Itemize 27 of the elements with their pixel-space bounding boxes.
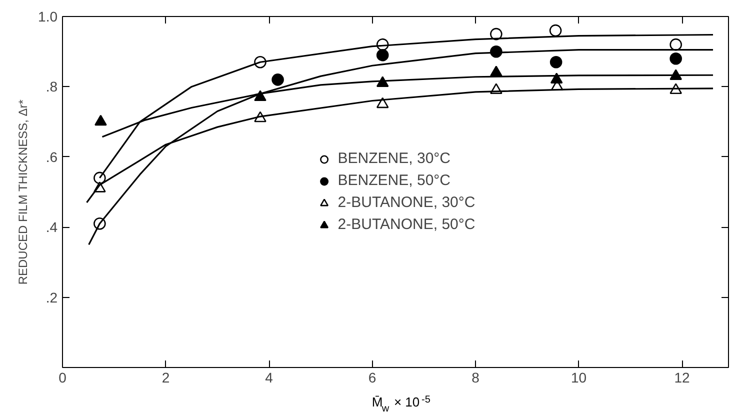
point [550, 72, 563, 84]
point [670, 38, 682, 51]
legend-label: BENZENE, 30°C [338, 150, 450, 167]
point [272, 74, 284, 86]
x-tick-label: 2 [162, 370, 170, 386]
point [94, 114, 107, 126]
y-tick-label: .8 [46, 78, 58, 95]
x-tick-label: 4 [265, 370, 274, 386]
legend-label: BENZENE, 50°C [338, 172, 450, 189]
legend-label: 2-BUTANONE, 30°C [338, 194, 476, 211]
x-tick-label: 12 [674, 370, 690, 386]
legend-label: 2-BUTANONE, 50°C [338, 216, 476, 233]
x-tick-label: 10 [570, 370, 587, 386]
y-tick-label: .4 [46, 219, 58, 236]
y-axis-title: REDUCED FILM THICKNESS, Δr* [16, 99, 30, 285]
x-tick-label: 6 [368, 370, 376, 386]
x-tick-label: 8 [472, 370, 480, 386]
y-tick-label: .6 [46, 148, 58, 165]
point [490, 66, 502, 76]
y-tick-label: .2 [46, 289, 58, 306]
x-tick-label: 0 [58, 370, 67, 386]
point [376, 48, 389, 62]
y-tick-label: 1.0 [38, 8, 58, 24]
point [376, 97, 389, 108]
point [549, 24, 562, 37]
point [670, 52, 682, 65]
point [550, 56, 562, 68]
